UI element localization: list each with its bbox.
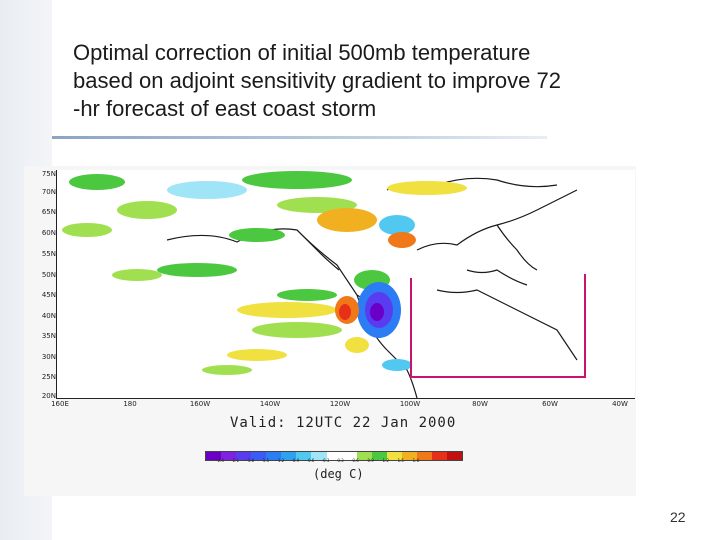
- lon-label: 100W: [399, 400, 421, 408]
- colorbar-swatch: [281, 452, 297, 460]
- map-graphic: [62, 171, 586, 398]
- colorbar-swatch: [447, 452, 463, 460]
- colorbar-tick-label: -2.4: [216, 458, 224, 463]
- colorbar-swatch: [206, 452, 222, 460]
- lat-label: 70N: [41, 188, 56, 196]
- lon-label: 80W: [472, 400, 488, 408]
- lon-label: 160E: [51, 400, 69, 408]
- valid-time-label: Valid: 12UTC 22 Jan 2000: [230, 415, 457, 431]
- target-region-box: [410, 274, 586, 378]
- lat-label: 75N: [41, 170, 56, 178]
- colorbar-swatch: [311, 452, 327, 460]
- colorbar-swatch: [326, 452, 342, 460]
- colorbar-swatch: [356, 452, 372, 460]
- colorbar-tick-label: 1.5: [397, 458, 404, 463]
- lat-label: 30N: [41, 353, 56, 361]
- anomaly-contours: [62, 171, 467, 375]
- colorbar-swatch: [251, 452, 267, 460]
- colorbar-tick-label: -0.6: [306, 458, 315, 463]
- colorbar-tick-label: -1.2: [276, 458, 285, 463]
- colorbar-tick-label: 0.6: [352, 458, 359, 463]
- colorbar: [205, 451, 463, 461]
- lat-label: 45N: [41, 291, 56, 299]
- lat-label: 65N: [41, 208, 56, 216]
- colorbar-tick-label: -0.9: [291, 458, 300, 463]
- colorbar-tick-label: -1.5: [261, 458, 270, 463]
- lon-label: 120W: [329, 400, 351, 408]
- lat-label: 40N: [41, 312, 56, 320]
- colorbar-swatch: [416, 452, 432, 460]
- colorbar-tick-label: 1.8: [412, 458, 419, 463]
- colorbar-swatch: [236, 452, 252, 460]
- colorbar-tick-label: -1.8: [246, 458, 255, 463]
- colorbar-swatch: [296, 452, 312, 460]
- lon-label: 40W: [612, 400, 628, 408]
- page-number: 22: [670, 509, 686, 525]
- colorbar-swatch: [341, 452, 357, 460]
- colorbar-swatch: [266, 452, 282, 460]
- lat-label: 55N: [41, 250, 56, 258]
- lon-label: 60W: [542, 400, 558, 408]
- sensitivity-map: [56, 170, 635, 399]
- lon-label: 160W: [189, 400, 211, 408]
- lat-label: 60N: [41, 229, 56, 237]
- title-underline: [52, 136, 547, 139]
- lon-label: 180: [123, 400, 137, 408]
- colorbar-swatch: [431, 452, 447, 460]
- lat-label: 20N: [41, 392, 56, 400]
- colorbar-tick-label: -2.1: [231, 458, 240, 463]
- colorbar-tick-label: -0.3: [321, 458, 330, 463]
- colorbar-tick-label: 0.3: [337, 458, 344, 463]
- slide-title: Optimal correction of initial 500mb temp…: [73, 40, 561, 121]
- lat-label: 25N: [41, 373, 56, 381]
- colorbar-swatch: [371, 452, 387, 460]
- colorbar-swatch: [386, 452, 402, 460]
- colorbar-units: (deg C): [313, 467, 364, 481]
- lat-label: 35N: [41, 332, 56, 340]
- lat-label: 50N: [41, 271, 56, 279]
- colorbar-ticks: -2.4 -2.1 -1.8 -1.5 -1.2 -0.9 -0.6 -0.3 0.3 0.6 0.…: [205, 458, 461, 466]
- colorbar-swatch: [221, 452, 237, 460]
- colorbar-swatch: [401, 452, 417, 460]
- colorbar-tick-label: 0.9: [367, 458, 374, 463]
- colorbar-tick-label: 1.2: [382, 458, 389, 463]
- lon-label: 140W: [259, 400, 281, 408]
